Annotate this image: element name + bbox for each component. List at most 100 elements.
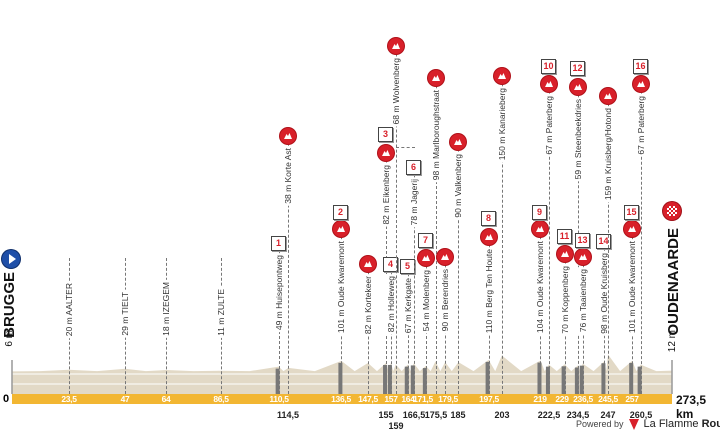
- town-label: 18 m IZEGEM: [161, 280, 171, 338]
- climb-mountain-icon: [280, 128, 296, 144]
- finish-checkered-icon: [663, 202, 681, 220]
- powered-by-label: Powered by: [576, 419, 624, 429]
- cobble-sector-bar: [387, 364, 392, 394]
- climb-mountain-icon: [570, 79, 586, 95]
- km-tick-label: 247: [600, 410, 616, 420]
- km-tick-label: 110,5: [269, 394, 289, 404]
- sector-number-badge: 16: [633, 59, 648, 74]
- km-tick-label: 159: [388, 421, 404, 431]
- total-distance: 273,5 km: [676, 393, 707, 421]
- sector-number-badge: 8: [481, 211, 496, 226]
- climb-label: 59 m Steenbeekdries: [573, 97, 583, 182]
- sector-number-badge: 2: [333, 205, 348, 220]
- sector-number-badge: 1: [271, 236, 286, 251]
- origin-label: 0: [3, 393, 10, 405]
- cobble-sector-bar: [383, 364, 388, 394]
- cobble-sector-bar: [485, 361, 490, 394]
- cobble-sector-bar: [579, 365, 584, 394]
- start-play-icon: [2, 250, 20, 268]
- km-tick-label: 185: [450, 410, 466, 420]
- km-tick-label: 245,5: [598, 394, 618, 404]
- footer-credit: Powered by La FlammeRouge: [576, 418, 720, 430]
- climb-mountain-icon: [624, 221, 640, 237]
- marker-line: [641, 92, 642, 394]
- brand-logo: La FlammeRouge: [644, 418, 720, 430]
- climb-label: 67 m Paterberg: [636, 94, 646, 157]
- climb-mountain-icon: [541, 76, 557, 92]
- climb-mountain-icon: [428, 70, 444, 86]
- flamme-rouge-logo-icon: [628, 418, 639, 430]
- km-tick-label: 147,5: [358, 394, 378, 404]
- climb-label: 98 m Marlboroughstraat: [431, 88, 441, 183]
- km-tick-label: 136,5: [331, 394, 351, 404]
- km-tick-label: 47: [120, 394, 130, 404]
- climb-mountain-icon: [378, 145, 394, 161]
- km-tick-label: 86,5: [213, 394, 229, 404]
- climb-label: 68 m Wolvenberg: [391, 56, 401, 127]
- sector-number-badge: 15: [624, 205, 639, 220]
- marker-line: [458, 150, 459, 394]
- km-tick-label: 222,5: [537, 410, 561, 420]
- climb-label: 67 m Paterberg: [544, 94, 554, 157]
- cobble-sector-bar: [574, 367, 579, 394]
- cobble-sector-bar: [601, 363, 606, 394]
- marker-line: [502, 84, 503, 394]
- climb-label: 110 m Berg Ten Houte: [484, 247, 494, 336]
- climb-label: 104 m Oude Kwaremont: [535, 239, 545, 336]
- cobble-sector-bar: [410, 365, 415, 394]
- climb-label: 70 m Koppenberg: [560, 264, 570, 336]
- sector-number-badge: 3: [378, 127, 393, 142]
- climb-label: 82 m Holleweg: [386, 274, 396, 335]
- cobble-sector-bar: [637, 366, 642, 394]
- km-tick-label: 164: [401, 394, 415, 404]
- km-tick-label: 203: [494, 410, 510, 420]
- cobble-sector-bar: [275, 368, 280, 394]
- start-town: BRUGGE: [1, 272, 18, 338]
- sector-number-badge: 9: [532, 205, 547, 220]
- km-tick-label: 229: [555, 394, 569, 404]
- town-label: 20 m AALTER: [64, 281, 74, 339]
- sector-number-badge: 6: [406, 160, 421, 175]
- km-tick-label: 219: [533, 394, 547, 404]
- climb-label: 49 m Huisepontweg: [274, 253, 284, 333]
- km-tick-label: 64: [161, 394, 171, 404]
- km-tick-label: 179,5: [438, 394, 458, 404]
- cobble-sector-bar: [338, 362, 343, 394]
- climb-mountain-icon: [532, 221, 548, 237]
- km-tick-label: 236,5: [573, 394, 593, 404]
- marker-line: [608, 104, 609, 394]
- cobble-sector-bar: [561, 366, 566, 394]
- km-tick-label: 114,5: [276, 410, 300, 420]
- climb-label: 90 m Berendries: [440, 267, 450, 334]
- climb-label: 82 m Kortekeer: [363, 274, 373, 337]
- marker-line: [288, 144, 289, 394]
- sector-number-badge: 10: [541, 59, 556, 74]
- climb-mountain-icon: [333, 221, 349, 237]
- climb-mountain-icon: [450, 134, 466, 150]
- climb-mountain-icon: [494, 68, 510, 84]
- climb-mountain-icon: [633, 76, 649, 92]
- climb-mountain-icon: [481, 229, 497, 245]
- climb-label: 67 m Kerkgate: [403, 276, 413, 336]
- cobble-sector-bar: [629, 362, 634, 394]
- sector-number-badge: 11: [557, 229, 572, 244]
- cobble-sector-bar: [404, 366, 409, 394]
- town-label: 29 m TIELT: [120, 290, 130, 338]
- km-bar: [12, 394, 672, 404]
- cobble-sector-bar: [422, 368, 427, 394]
- km-tick-label: 197,5: [479, 394, 499, 404]
- climb-label: 38 m Korte Ast: [283, 146, 293, 206]
- km-tick-label: 157: [384, 394, 398, 404]
- sector-number-badge: 12: [570, 61, 585, 76]
- sector-number-badge: 14: [596, 234, 611, 249]
- km-tick-label: 257: [625, 394, 639, 404]
- sector-number-badge: 7: [418, 233, 433, 248]
- brand-part2: Rouge: [701, 418, 720, 430]
- km-tick-label: 175,5: [424, 410, 448, 420]
- km-tick-label: 234,5: [566, 410, 590, 420]
- cobble-sector-bar: [537, 362, 542, 394]
- climb-label: 90 m Valkenberg: [453, 152, 463, 220]
- finish-town: OUDENAARDE: [665, 228, 682, 336]
